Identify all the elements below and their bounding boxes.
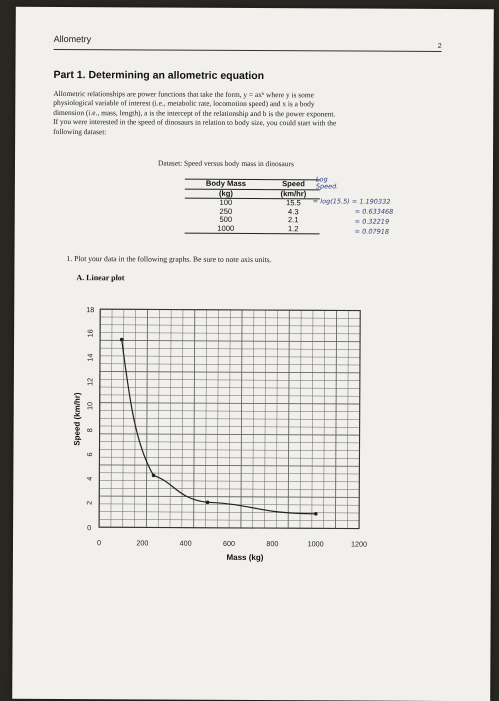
plot-frame [98,308,361,530]
y-tick-label: 14 [85,354,94,362]
grid-line-horizontal [100,332,361,335]
chart-axes [98,308,361,530]
grid-line-horizontal [100,324,361,327]
y-tick-label: 10 [85,402,94,410]
y-tick-label: 8 [85,428,94,432]
x-tick-label: 0 [97,538,101,547]
grid-line-horizontal [99,480,360,483]
grid-line-horizontal [99,495,360,498]
data-point [314,511,318,516]
data-point [205,500,210,505]
grid-line-horizontal [99,417,360,420]
worksheet-page: Allometry 2 Part 1. Determining an allom… [12,6,494,701]
data-point [119,337,124,342]
y-tick-label: 12 [85,378,94,386]
grid-line-horizontal [99,488,360,490]
x-tick-label: 1200 [351,540,367,549]
y-tick-label: 2 [85,501,94,505]
grid-line-horizontal [99,449,360,451]
x-axis-label: Mass (kg) [226,553,263,562]
y-tick-label: 0 [87,523,91,532]
y-axis-label: Speed (km/hr) [73,392,82,446]
grid-line-horizontal [100,339,361,343]
chart-grid [98,308,361,530]
x-tick-label: 800 [266,539,278,548]
grid-line-horizontal [99,379,360,381]
y-tick-label: 4 [85,477,94,481]
x-tick-label: 400 [180,539,192,548]
y-tick-label: 6 [85,452,94,456]
chart-tick-labels: 0 200 400 600 800 1000 1200 0 2 4 6 8 10 12 14 16 18 [85,305,367,549]
grid-line-horizontal [99,410,360,413]
x-tick-label: 200 [136,538,148,547]
grid-line-horizontal [99,363,360,366]
data-point [151,473,156,478]
grid-line-horizontal [99,456,360,459]
y-tick-label: 16 [86,329,95,337]
grid-line-horizontal [99,402,360,405]
grid-line-horizontal [99,519,360,522]
grid-line-horizontal [99,441,360,444]
grid-line-horizontal [99,425,360,428]
grid-line-horizontal [99,472,360,475]
grid-line-horizontal [99,394,360,397]
chart-series [119,337,318,516]
grid-line-horizontal [99,464,360,467]
y-tick-label: 18 [86,305,94,314]
grid-line-horizontal [100,347,361,350]
grid-line-horizontal [99,386,360,389]
grid-line-horizontal [100,316,361,319]
x-tick-label: 600 [223,539,235,548]
series-line [121,339,316,515]
linear-plot: 0 200 400 600 800 1000 1200 0 2 4 6 8 10 12 14 16 18 Mas… [73,305,368,562]
x-tick-label: 1000 [308,539,324,548]
grid-line-horizontal [99,371,360,374]
grid-line-horizontal [99,355,360,358]
grid-line-horizontal [99,433,360,436]
